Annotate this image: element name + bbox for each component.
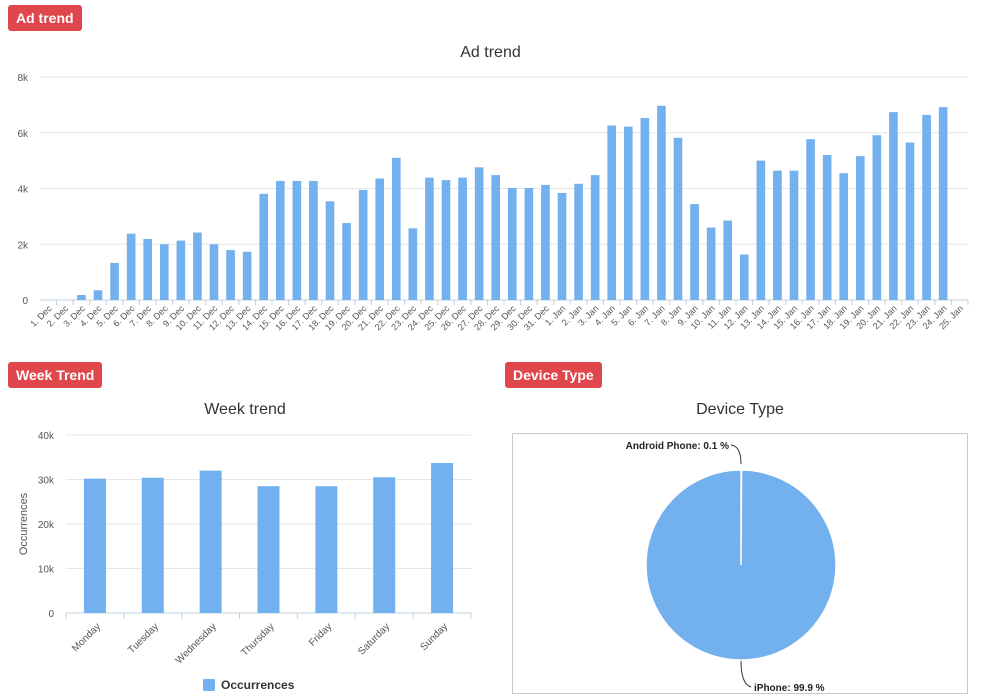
bar <box>143 238 153 300</box>
pie-slice <box>645 469 837 661</box>
pie-label: iPhone: 99.9 % <box>754 683 825 693</box>
bar <box>242 251 252 300</box>
bar <box>391 157 401 300</box>
bar <box>458 177 467 300</box>
x-tick-label: Monday <box>70 621 103 654</box>
x-tick-label: Thursday <box>239 621 276 658</box>
week-trend-title: Week trend <box>204 401 286 418</box>
bar <box>922 114 931 300</box>
bar <box>640 117 650 300</box>
ad-trend-badge: Ad trend <box>8 5 82 31</box>
bar <box>257 486 280 613</box>
bar <box>408 228 418 300</box>
bar <box>557 192 567 300</box>
bar <box>673 137 683 300</box>
bar <box>292 180 302 300</box>
bar <box>756 160 766 300</box>
bar <box>590 175 600 300</box>
bar <box>199 470 222 613</box>
y-axis-label: Occurrences <box>18 492 30 555</box>
bar <box>773 170 782 300</box>
bar <box>77 294 86 300</box>
device-type-title: Device Type <box>696 401 784 418</box>
bar <box>690 204 699 300</box>
y-tick-label: 10k <box>38 565 55 576</box>
bar <box>822 155 832 300</box>
bar <box>706 227 716 300</box>
bar <box>431 463 454 613</box>
bar <box>623 126 633 301</box>
bar <box>93 290 103 300</box>
bar <box>474 167 484 300</box>
pie-label: Android Phone: 0.1 % <box>626 441 729 452</box>
x-tick-label: Sunday <box>418 621 450 653</box>
bar <box>524 187 534 300</box>
bar <box>126 233 136 300</box>
bar <box>315 486 338 613</box>
bar <box>872 135 882 300</box>
device-type-chart: Android Phone: 0.1 % iPhone: 99.9 % <box>626 441 837 693</box>
bar <box>723 220 733 300</box>
bar <box>309 180 318 300</box>
bar <box>905 142 915 300</box>
week-trend-legend[interactable]: Occurrences <box>203 678 294 692</box>
pie-frame: Android Phone: 0.1 % iPhone: 99.9 % <box>512 433 968 694</box>
bar <box>159 244 169 300</box>
y-tick-label: 0 <box>48 609 54 620</box>
bar <box>889 112 898 300</box>
x-tick-label: Saturday <box>356 621 392 657</box>
bar <box>259 193 269 300</box>
y-tick-label: 2k <box>17 240 29 251</box>
device-type-badge: Device Type <box>505 362 602 388</box>
week-trend-badge: Week Trend <box>8 362 103 388</box>
bar <box>855 156 865 300</box>
bar <box>375 178 385 300</box>
bar <box>275 180 285 300</box>
bar <box>358 189 368 300</box>
bar <box>739 254 749 300</box>
y-tick-label: 8k <box>17 73 29 84</box>
bar <box>425 177 434 300</box>
y-tick-label: 0 <box>22 296 28 307</box>
bar <box>141 477 164 613</box>
x-tick-label: Tuesday <box>126 621 161 656</box>
pie-connector <box>730 444 742 465</box>
y-tick-label: 4k <box>17 185 29 196</box>
bar <box>657 105 666 301</box>
bar <box>839 173 849 300</box>
bar <box>325 201 335 300</box>
x-tick-label: Friday <box>307 621 334 648</box>
bar <box>938 107 948 300</box>
bar <box>176 240 186 300</box>
legend-label: Occurrences <box>221 678 295 692</box>
bar <box>607 125 617 300</box>
y-tick-label: 6k <box>17 129 29 140</box>
y-tick-label: 40k <box>38 431 55 442</box>
bar <box>373 477 396 613</box>
bar <box>441 180 451 300</box>
y-tick-label: 20k <box>38 520 55 531</box>
bar <box>226 250 235 300</box>
bar <box>789 170 799 300</box>
bar <box>541 184 550 300</box>
y-tick-label: 30k <box>38 476 55 487</box>
bar <box>83 478 106 613</box>
bar <box>209 244 219 300</box>
pie-connector <box>740 660 752 688</box>
bar <box>193 232 202 300</box>
bar <box>507 187 517 300</box>
bar <box>342 223 351 300</box>
bar <box>110 262 119 300</box>
bar <box>491 175 501 300</box>
bar <box>806 139 815 300</box>
ad-trend-title: Ad trend <box>460 44 521 61</box>
bar <box>574 183 583 300</box>
x-tick-label: Wednesday <box>174 621 219 666</box>
week-trend-chart: 0 10k 20k 30k 40k Occurrences Monday Tuesday Wed… <box>18 431 472 666</box>
legend-swatch <box>203 679 215 691</box>
